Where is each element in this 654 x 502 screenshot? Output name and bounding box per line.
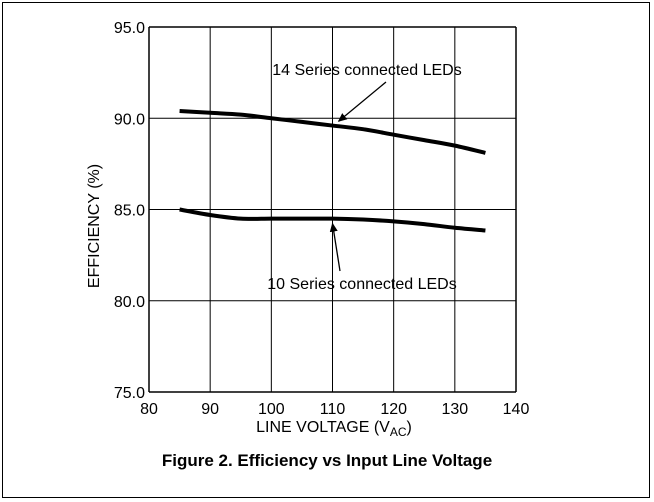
grid [148, 26, 517, 393]
y-tick-label: 75.0 [114, 385, 145, 402]
x-tick-label: 100 [258, 401, 285, 418]
x-tick-label: 140 [503, 401, 530, 418]
efficiency-chart: 80 90 100 110 120 130 14075.080.085.090.095.0 … [86, 20, 530, 439]
x-tick-label: 90 [201, 401, 219, 418]
tick-labels: 80 90 100 110 120 130 140 75.0 80.0 85.0 90.0 95.0 [114, 20, 530, 418]
y-tick-label: 90.0 [114, 111, 145, 128]
x-axis-label: LINE VOLTAGE (VAC) [256, 419, 412, 439]
x-tick-label: 110 [320, 401, 346, 418]
annotation-arrow [337, 81, 387, 122]
y-axis-label: EFFICIENCY (%) [86, 164, 103, 288]
figure-caption: Figure 2. Efficiency vs Input Line Volta… [161, 451, 493, 470]
series-line-2 [179, 207, 486, 233]
series-lines [179, 108, 486, 233]
y-tick-label: 85.0 [114, 203, 145, 220]
y-tick-label: 80.0 [114, 294, 145, 311]
y-tick-label: 95.0 [114, 20, 145, 37]
x-axis-label-sub: AC [390, 425, 407, 439]
annotation-label: 10 Series connected LEDs [267, 276, 456, 293]
annotation-arrow [329, 222, 341, 272]
x-tick-label: 120 [380, 401, 407, 418]
x-axis-label-main: LINE VOLTAGE (V [256, 419, 390, 436]
series-line-1 [179, 108, 486, 155]
figure-frame [2, 2, 650, 498]
x-axis-label-end: ) [407, 419, 412, 436]
annotations: 14 Series connected LEDs 10 Series connec… [267, 62, 461, 293]
annotation-label: 14 Series connected LEDs [272, 62, 461, 79]
x-tick-label: 80 [140, 401, 158, 418]
x-tick-label: 130 [441, 401, 468, 418]
